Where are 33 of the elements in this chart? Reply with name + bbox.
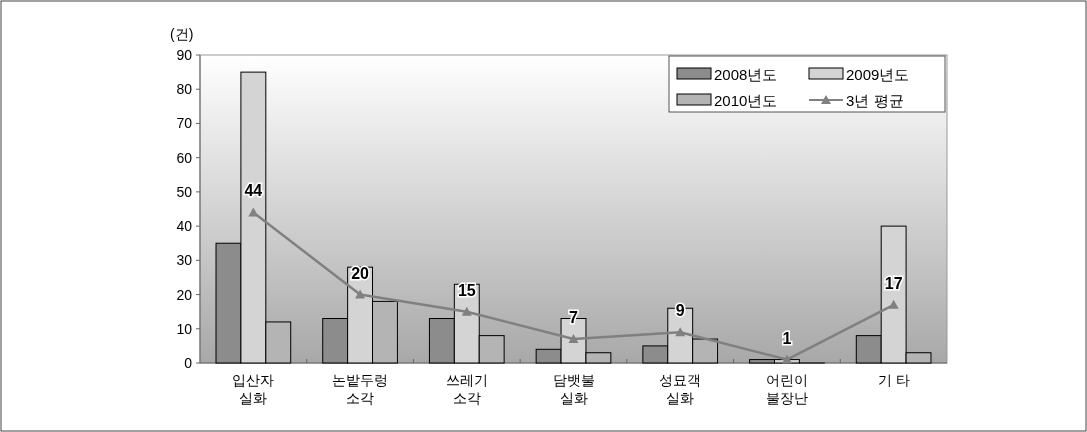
point: [461, 306, 472, 316]
x-tick-label: 어린이 불장난: [765, 372, 808, 406]
x-tick-label: 입산자 실화: [232, 372, 275, 406]
y-axis-title: (건): [170, 26, 194, 42]
data-label: 17: [884, 274, 903, 292]
point: [675, 327, 686, 337]
legend-label: 3년 평균: [846, 92, 904, 109]
y-tick-label: 10: [176, 320, 193, 337]
data-label: 1: [782, 329, 792, 347]
x-tick-label: 기 타: [877, 372, 910, 388]
y-tick-label: 30: [176, 252, 193, 269]
data-label: 44: [244, 182, 263, 200]
x-tick-label: 담뱃불 실화: [552, 372, 595, 406]
y-tick-label: 60: [176, 149, 193, 166]
y-tick-label: 90: [176, 47, 193, 63]
y-tick-label: 70: [176, 115, 193, 132]
point: [355, 289, 366, 299]
y-tick-label: 20: [176, 286, 193, 303]
point: [781, 354, 792, 364]
y-tick-label: 0: [184, 355, 193, 371]
legend-label: 2010년도: [714, 92, 778, 109]
x-tick-label: 성묘객 실화: [659, 372, 702, 406]
y-tick-label: 80: [176, 81, 193, 98]
point: [888, 299, 899, 309]
legend-label: 2009년도: [846, 66, 910, 83]
data-label: 20: [351, 264, 370, 282]
point: [568, 334, 579, 344]
y-tick-label: 40: [176, 218, 193, 235]
data-label: 15: [457, 281, 476, 299]
x-tick-label: 쓰레기 소각: [445, 372, 488, 406]
y-tick-label: 50: [176, 183, 193, 200]
legend-label: 2008년도: [714, 66, 778, 83]
x-tick-label: 논밭두렁 소각: [332, 372, 389, 406]
